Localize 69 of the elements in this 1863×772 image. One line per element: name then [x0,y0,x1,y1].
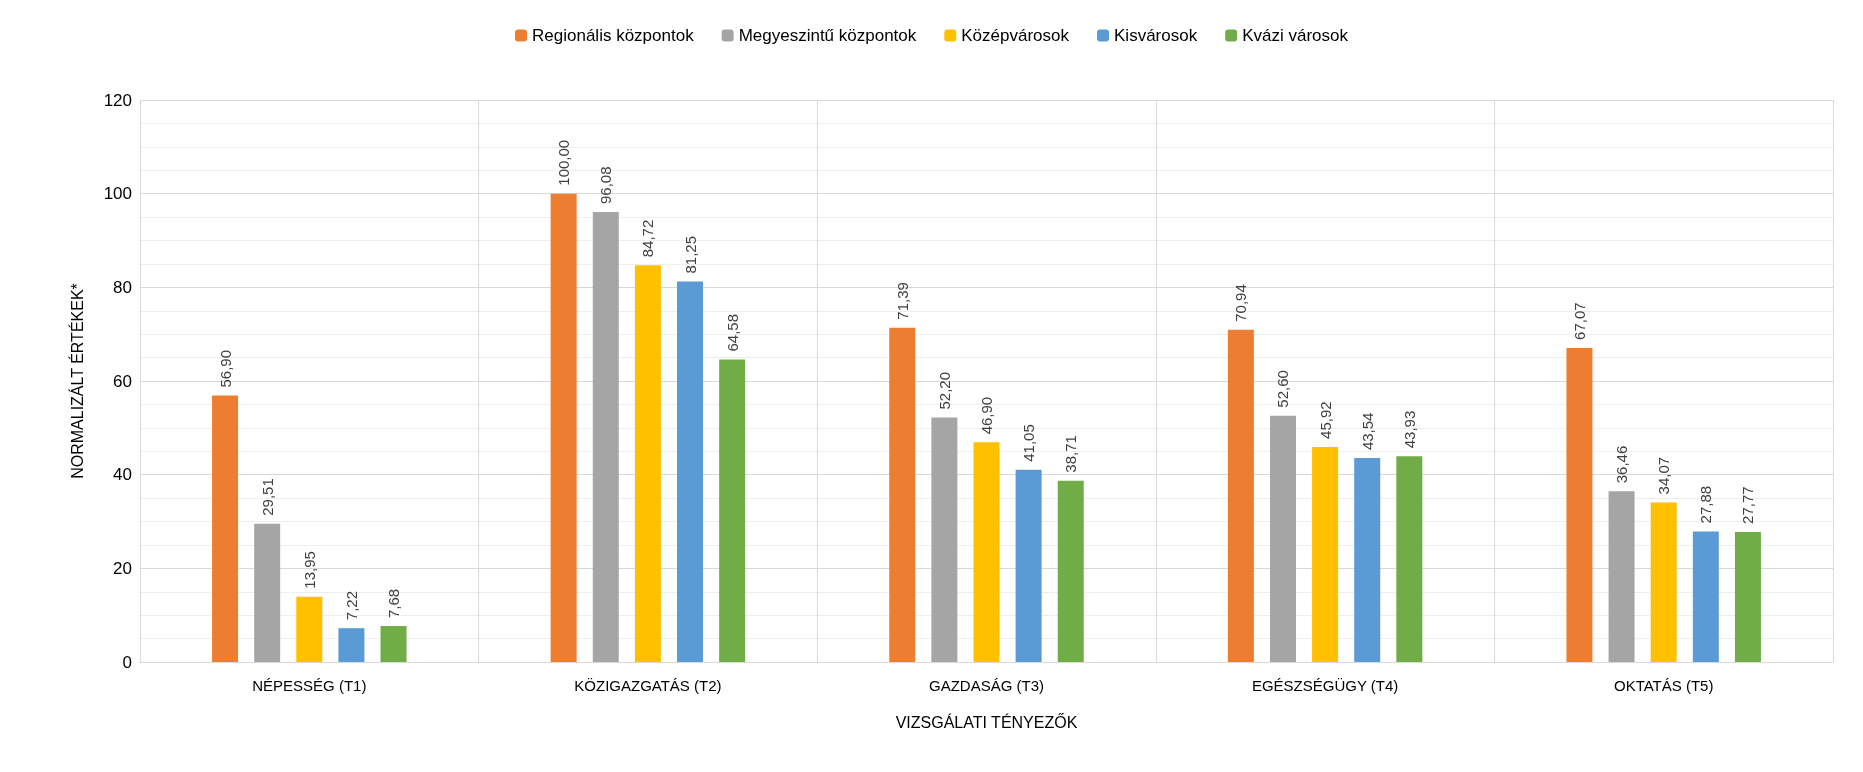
bar [931,417,958,662]
bar [677,281,704,662]
bar [719,359,746,662]
data-label: 41,05 [1020,424,1038,462]
data-label: 100,00 [555,139,573,186]
x-tick-label: EGÉSZSÉGÜGY (T4) [1251,677,1399,694]
data-label: 52,60 [1274,370,1292,408]
bar [1015,469,1042,662]
bar [296,596,323,662]
data-label: 81,25 [681,235,699,274]
bar [1227,329,1254,662]
bar [889,327,916,662]
x-tick-label: GAZDASÁG (T3) [928,677,1045,694]
legend-label: Regionális központok [532,26,695,45]
x-tick-label: OKTATÁS (T5) [1613,677,1714,694]
x-tick-label: NÉPESSÉG (T1) [252,677,367,694]
data-label: 27,77 [1739,486,1757,524]
bar [380,626,407,662]
bar [254,523,281,662]
y-tick-label: 80 [113,277,132,297]
data-label: 43,93 [1400,410,1418,449]
bar [550,193,577,662]
data-label: 71,39 [893,282,911,320]
data-label: 7,22 [342,590,360,621]
y-tick-label: 120 [103,90,132,110]
bar [1269,415,1296,662]
bar [1312,446,1339,662]
data-label: 45,92 [1316,401,1334,439]
legend-label: Kisvárosok [1114,26,1198,45]
bar [1396,456,1423,662]
data-label: 43,54 [1358,412,1376,451]
data-label: 56,90 [216,349,234,388]
data-label: 7,68 [385,588,403,619]
data-label: 29,51 [258,478,276,516]
y-tick-label: 20 [113,558,132,578]
data-label: 36,46 [1613,445,1631,484]
legend-label: Megyeszintű központok [738,26,917,45]
x-tick-label: KÖZIGAZGATÁS (T2) [574,677,722,694]
bar [1608,491,1635,662]
y-tick-label: 100 [103,184,132,204]
data-label: 52,20 [935,371,953,410]
data-label: 96,08 [597,166,615,205]
data-label: 67,07 [1570,302,1588,340]
x-axis-title: VIZSGÁLATI TÉNYEZŐK [895,712,1078,731]
y-tick-label: 60 [113,371,132,391]
data-label: 70,94 [1232,284,1250,322]
bar [1650,502,1677,662]
bar [1354,458,1381,662]
legend-label: Kvázi városok [1242,26,1349,45]
bar [212,395,239,662]
bar [1734,531,1761,662]
bar [1057,480,1084,662]
data-label: 38,71 [1062,435,1080,473]
y-tick-label: 0 [122,652,132,672]
data-label: 34,07 [1655,456,1673,495]
data-label: 46,90 [978,396,995,435]
bar [973,442,1000,662]
bar [634,265,661,662]
y-axis-title: NORMALIZÁLT ÉRTÉKEK* [67,283,86,479]
data-label: 84,72 [639,219,657,258]
y-tick-label: 40 [113,465,132,485]
data-label: 64,58 [723,314,741,352]
bar [338,628,365,662]
legend-label: Középvárosok [961,26,1070,45]
bar [1692,531,1719,662]
bar [1566,347,1593,662]
data-label: 13,95 [300,551,318,589]
data-label: 27,88 [1697,485,1715,524]
bar [592,212,619,662]
